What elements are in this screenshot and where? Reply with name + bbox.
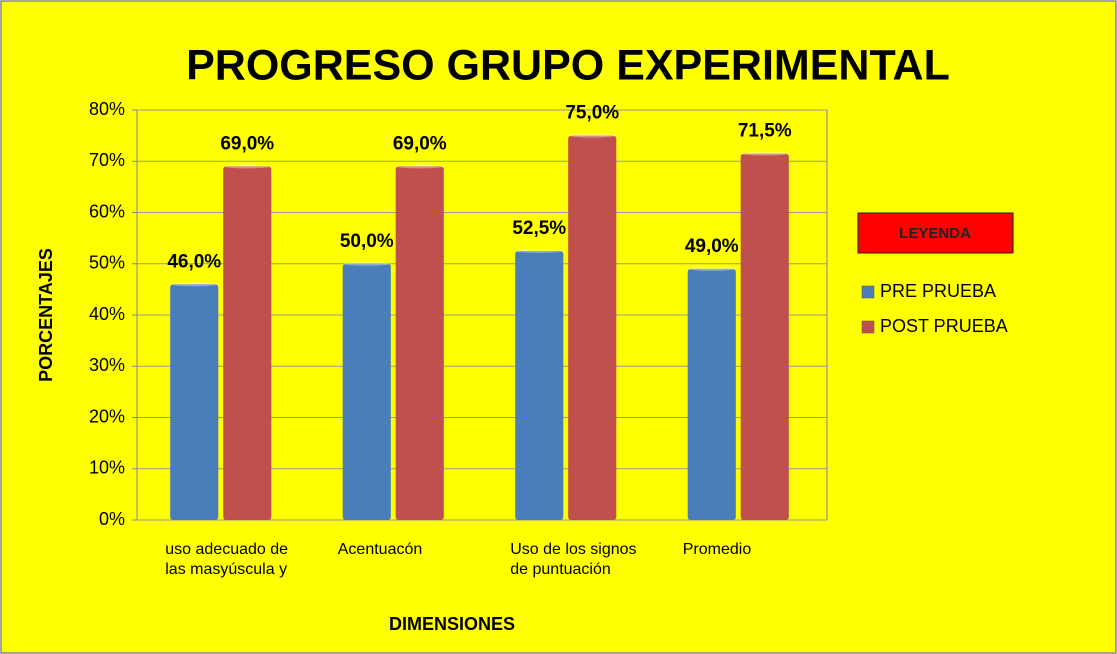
bar-top (342, 261, 391, 266)
data-label: 75,0% (565, 103, 619, 124)
legend-title: LEYENDA (899, 225, 971, 242)
bar-shade (687, 268, 736, 520)
bar-top (515, 248, 564, 253)
x-tick-label: uso adecuado de las masyúscula y (165, 541, 289, 578)
data-label: 69,0% (220, 133, 274, 154)
legend-swatch (861, 285, 875, 299)
legend-label: POST PRUEBA (880, 316, 1008, 336)
data-label: 50,0% (340, 231, 394, 252)
legend-swatch (861, 320, 875, 334)
data-label: 49,0% (685, 236, 739, 257)
y-tick-label: 40% (89, 304, 125, 324)
bar-shade (223, 166, 272, 520)
bar-top (395, 164, 444, 169)
y-axis-title: PORCENTAJES (36, 248, 56, 382)
bar-top (740, 151, 789, 156)
bar-shade (568, 135, 617, 520)
y-tick-label: 70% (89, 150, 125, 170)
y-tick-label: 30% (89, 355, 125, 375)
bar-shade (740, 153, 789, 520)
chart-title: PROGRESO GRUPO EXPERIMENTAL (186, 41, 950, 89)
y-tick-label: 50% (89, 253, 125, 273)
y-tick-label: 10% (89, 458, 125, 478)
x-axis-title: DIMENSIONES (389, 614, 515, 634)
x-tick-label: Uso de los signos de puntuación (510, 541, 637, 578)
bar-shade (342, 263, 391, 520)
legend-label: PRE PRUEBA (880, 281, 996, 301)
data-label: 46,0% (167, 251, 221, 272)
bar-shade (395, 166, 444, 520)
bar-shade (515, 250, 564, 520)
y-tick-label: 60% (89, 201, 125, 221)
bar-top (223, 164, 272, 169)
bar-shade (170, 284, 219, 520)
y-tick-label: 80% (89, 99, 125, 119)
bar-top (170, 282, 219, 287)
y-tick-label: 20% (89, 406, 125, 426)
x-tick-label: Promedio (682, 541, 752, 558)
bar-top (568, 133, 617, 138)
y-tick-label: 0% (99, 509, 125, 529)
data-label: 71,5% (738, 121, 792, 142)
data-label: 69,0% (393, 133, 447, 154)
legend-title-box (857, 212, 1014, 254)
bar-top (687, 266, 736, 271)
x-tick-label: Acentuacón (337, 541, 423, 558)
data-label: 52,5% (512, 218, 566, 239)
